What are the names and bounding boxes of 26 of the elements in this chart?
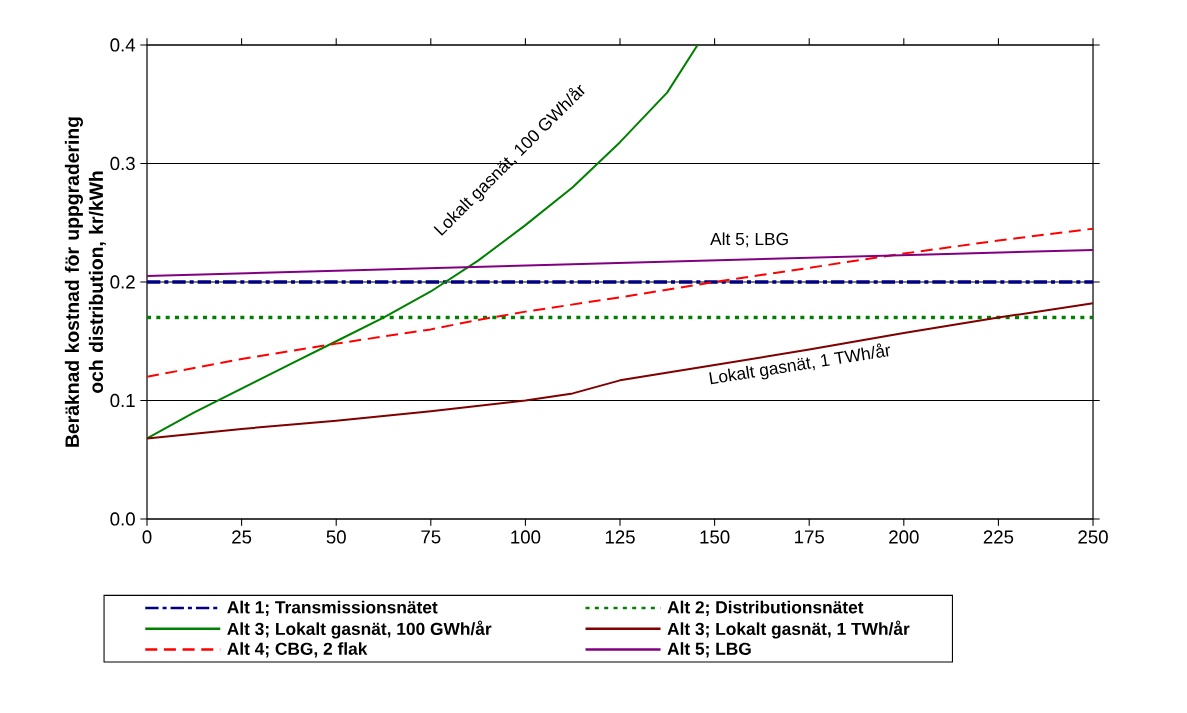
- x-tick-label: 75: [421, 530, 441, 544]
- line-series: [147, 302, 1094, 440]
- legend-label: Alt 3; Lokalt gasnät, 100 GWh/år: [227, 620, 492, 639]
- legend-label: Alt 5; LBG: [667, 642, 751, 658]
- legend-label: Alt 1; Transmissionsnätet: [227, 600, 438, 616]
- y-tick-label: 0.2: [110, 275, 135, 289]
- legend-label: Alt 4; CBG, 2 flak: [227, 642, 368, 658]
- annotation: Alt 5; LBG: [710, 232, 788, 248]
- x-tick-label: 0: [142, 530, 152, 544]
- y-tick-label: 0.0: [110, 512, 135, 526]
- x-tick-label: 100: [511, 530, 541, 544]
- x-tick-label: 50: [326, 530, 346, 544]
- y-axis-title: Beräknad kostnad för uppgradering och distribution, kr/kWh: [64, 117, 106, 447]
- x-tick-label: 250: [1078, 530, 1108, 544]
- y-tick-label: 0.4: [110, 38, 136, 52]
- y-tick-label: 0.1: [110, 393, 135, 408]
- x-tick-label: 225: [983, 530, 1014, 544]
- x-tick-label: 125: [605, 530, 635, 544]
- y-tick-label: 0.3: [110, 156, 135, 171]
- annotation: Lokalt gasnät, 1 TWh/år: [709, 343, 890, 385]
- x-tick-label: 150: [700, 530, 730, 544]
- x-tick-label: 200: [889, 530, 919, 544]
- legend-label: Alt 3; Lokalt gasnät, 1 TWh/år: [667, 620, 910, 639]
- legend-label: Alt 2; Distributionsnätet: [667, 600, 864, 616]
- x-tick-label: 175: [795, 530, 824, 544]
- x-tick-label: 25: [232, 530, 252, 544]
